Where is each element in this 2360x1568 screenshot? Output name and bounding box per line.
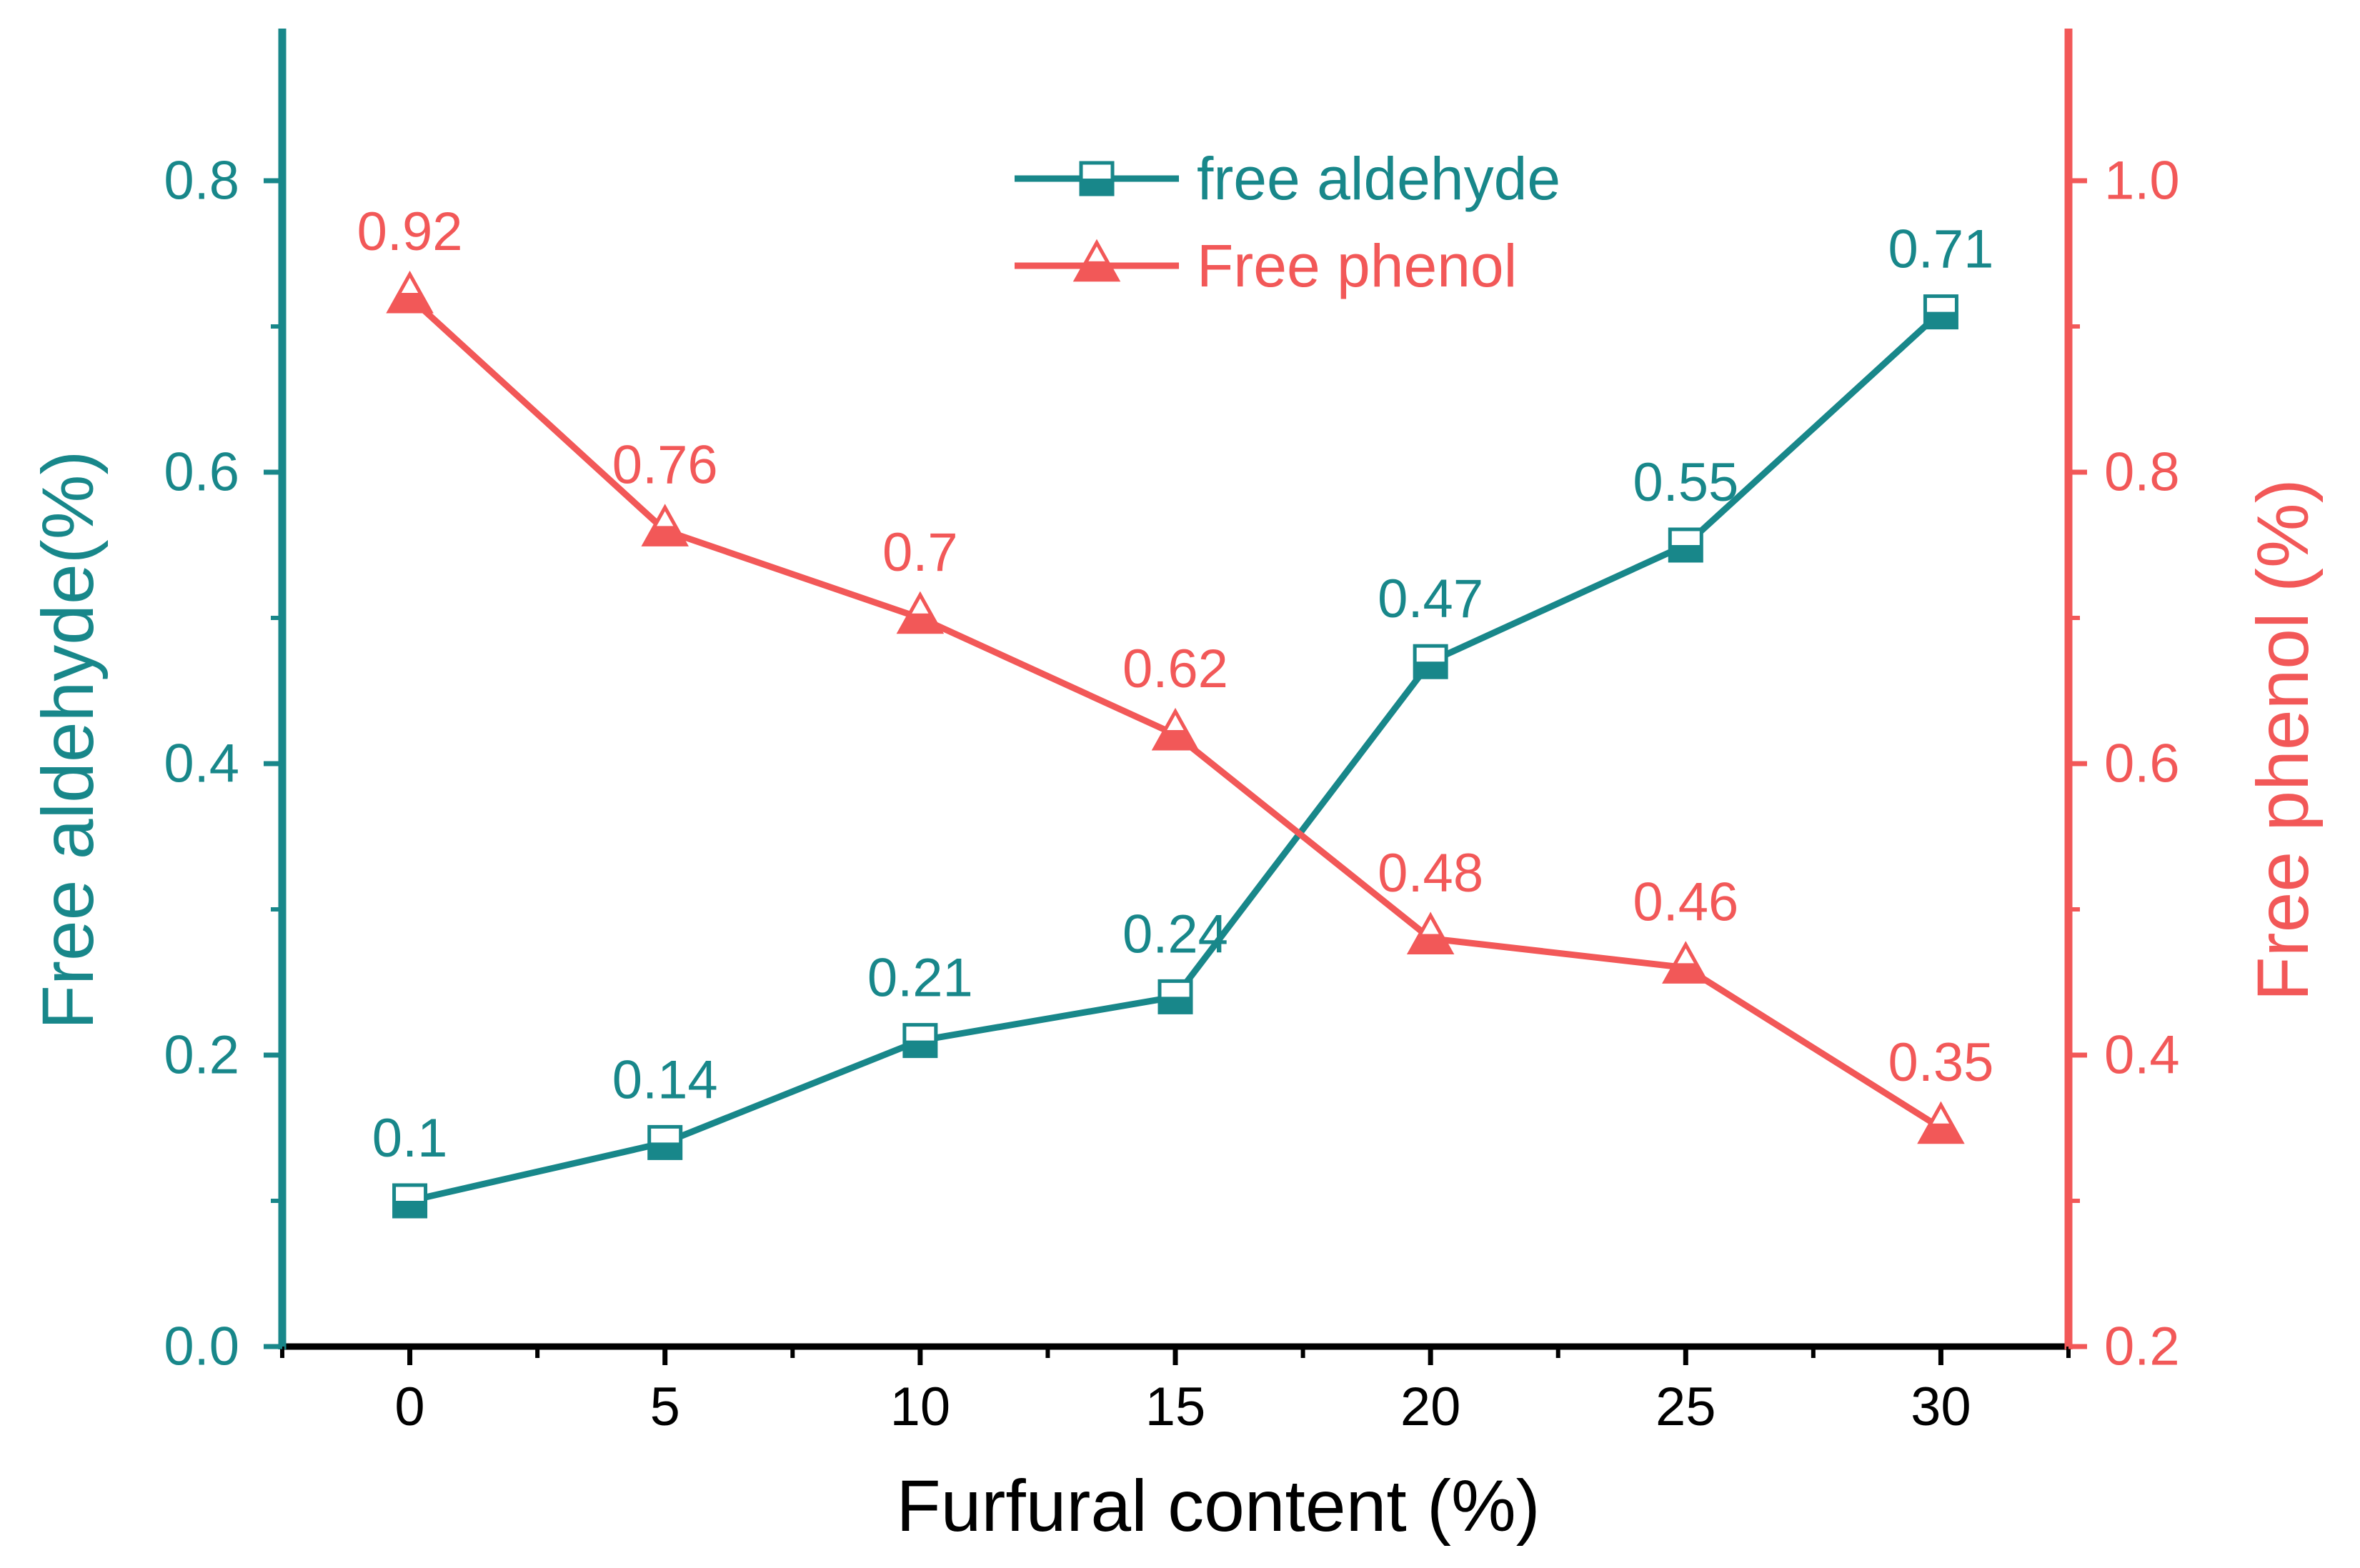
- phenol-data-label: 0.46: [1633, 872, 1738, 933]
- y-right-tick-label: 0.2: [2104, 1317, 2180, 1377]
- axes-layer: 0 5 10 15 20 25 30 0.0 0.2 0.4 0.6 0.8 0.2 0.4 0.6 0.8 1…: [164, 29, 2180, 1437]
- triangle-marker-bottom: [1665, 963, 1707, 982]
- triangle-marker-bottom: [644, 526, 686, 545]
- square-marker-outline: [1079, 161, 1115, 196]
- square-marker-outline: [647, 1124, 683, 1160]
- x-tick-label: 20: [1400, 1377, 1461, 1437]
- triangle-marker-bottom: [389, 292, 431, 311]
- phenol-point: [1151, 707, 1200, 751]
- y-axis-left-title: Free aldehyde(%): [27, 451, 109, 1030]
- square-marker-outline: [1923, 294, 1958, 330]
- triangle-marker-outline: [1151, 707, 1200, 751]
- y-left-tick-label: 0.8: [164, 151, 239, 211]
- square-marker-outline: [1157, 979, 1193, 1014]
- x-tick-label: 30: [1911, 1377, 1971, 1437]
- phenol-point: [1662, 941, 1710, 984]
- aldehyde-point: [1157, 979, 1193, 1014]
- legend: free aldehyde Free phenol: [1015, 145, 1560, 299]
- legend-phenol-marker: [1072, 239, 1121, 282]
- triangle-marker-outline: [896, 591, 945, 634]
- y-left-tick-label: 0.2: [164, 1025, 239, 1086]
- aldehyde-point: [1668, 527, 1703, 563]
- aldehyde-data-label: 0.71: [1888, 219, 1993, 280]
- x-tick-label: 0: [394, 1377, 424, 1437]
- aldehyde-point: [1413, 644, 1448, 679]
- aldehyde-point: [392, 1183, 428, 1219]
- y-right-tick-label: 1.0: [2104, 151, 2180, 211]
- y-right-tick-label: 0.8: [2104, 442, 2180, 503]
- triangle-marker-bottom: [1155, 729, 1196, 749]
- aldehyde-data-label: 0.55: [1633, 452, 1738, 513]
- triangle-marker-bottom: [899, 613, 941, 632]
- phenol-point: [641, 504, 689, 546]
- square-marker-bottom: [904, 1040, 936, 1057]
- phenol-point: [1406, 912, 1455, 955]
- triangle-marker-outline: [1662, 941, 1710, 984]
- aldehyde-point: [902, 1023, 938, 1059]
- x-tick-label: 5: [650, 1377, 680, 1437]
- aldehyde-point: [1923, 294, 1958, 330]
- y-left-tick-label: 0.6: [164, 442, 239, 503]
- legend-phenol-label: Free phenol: [1197, 232, 1517, 299]
- square-marker-bottom: [394, 1201, 426, 1217]
- x-tick-label: 15: [1145, 1377, 1206, 1437]
- square-marker-outline: [1668, 527, 1703, 563]
- phenol-data-label: 0.76: [612, 435, 718, 496]
- phenol-point: [1917, 1101, 1965, 1144]
- triangle-marker-outline: [386, 270, 434, 314]
- legend-phenol-triangle: [1072, 239, 1121, 282]
- square-marker-outline: [902, 1023, 938, 1059]
- aldehyde-data-label: 0.1: [372, 1108, 448, 1169]
- square-marker-bottom: [1081, 179, 1112, 194]
- y-axis-right-title: Free phenol (%): [2242, 479, 2324, 1001]
- y-left-tick-label: 0.0: [164, 1317, 239, 1377]
- phenol-point: [386, 270, 434, 314]
- square-marker-outline: [392, 1183, 428, 1219]
- phenol-data-label: 0.62: [1122, 639, 1228, 699]
- triangle-marker-bottom: [1076, 261, 1117, 280]
- square-marker-bottom: [1925, 311, 1957, 328]
- triangle-marker-bottom: [1920, 1123, 1962, 1142]
- aldehyde-data-label: 0.14: [612, 1049, 718, 1110]
- phenol-data-label: 0.7: [882, 522, 958, 583]
- series-layer: 0.1 0.14 0.21 0.24 0.47 0.55 0.71 0.92 0.76 0.7 0.…: [357, 201, 1993, 1219]
- square-marker-bottom: [649, 1142, 681, 1159]
- x-tick-label: 10: [890, 1377, 951, 1437]
- triangle-marker-outline: [1072, 239, 1121, 282]
- square-marker-bottom: [1415, 661, 1447, 678]
- y-left-tick-label: 0.4: [164, 734, 239, 794]
- phenol-data-label: 0.48: [1378, 843, 1483, 904]
- phenol-data-label: 0.35: [1888, 1032, 1993, 1093]
- triangle-marker-outline: [1917, 1101, 1965, 1144]
- y-right-tick-label: 0.4: [2104, 1025, 2180, 1086]
- legend-aldehyde-label: free aldehyde: [1197, 145, 1560, 212]
- aldehyde-data-label: 0.21: [867, 948, 973, 1009]
- phenol-data-label: 0.92: [357, 201, 463, 262]
- triangle-marker-outline: [1406, 912, 1455, 955]
- phenol-point: [896, 591, 945, 634]
- triangle-marker-bottom: [1410, 934, 1452, 953]
- aldehyde-point: [647, 1124, 683, 1160]
- square-marker-bottom: [1160, 997, 1191, 1013]
- x-tick-label: 25: [1656, 1377, 1716, 1437]
- legend-aldehyde-square: [1079, 161, 1115, 196]
- square-marker-bottom: [1670, 545, 1702, 561]
- legend-aldehyde-marker: [1079, 161, 1115, 196]
- aldehyde-data-label: 0.47: [1378, 569, 1483, 629]
- x-axis-title: Furfural content (%): [896, 1465, 1540, 1547]
- triangle-marker-outline: [641, 504, 689, 546]
- square-marker-outline: [1413, 644, 1448, 679]
- y-right-tick-label: 0.6: [2104, 734, 2180, 794]
- aldehyde-data-label: 0.24: [1122, 904, 1228, 964]
